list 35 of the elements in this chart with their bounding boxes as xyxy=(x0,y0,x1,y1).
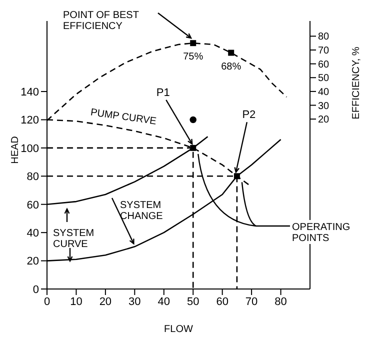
y-tick-label: 100 xyxy=(20,142,39,155)
y2-tick-label: 80 xyxy=(318,32,330,43)
annotation: P1 xyxy=(156,86,170,99)
annotation: POINT OF BEST EFFICIENCY xyxy=(63,10,139,32)
y-axis-title: HEAD xyxy=(10,136,21,164)
annotation: SYSTEM CURVE xyxy=(53,228,94,250)
x-tick-label: 30 xyxy=(128,296,141,308)
y2-tick-label: 30 xyxy=(318,100,330,112)
x-tick-label: 50 xyxy=(186,296,200,308)
y-tick-label: 20 xyxy=(26,256,39,268)
y2-tick-label: 50 xyxy=(318,73,330,84)
x-tick-label: 20 xyxy=(99,296,112,308)
y2-tick-label: 70 xyxy=(318,46,330,57)
data-label: 68% xyxy=(221,61,242,72)
x-tick-label: 40 xyxy=(158,296,170,308)
y-tick-label: 140 xyxy=(20,86,39,98)
x-tick-label: 70 xyxy=(245,296,258,308)
data-label: 75% xyxy=(183,52,204,63)
x-axis-title: FLOW xyxy=(164,324,194,335)
y2-axis-title: EFFICIENCY, % xyxy=(351,46,362,120)
y-tick-label: 120 xyxy=(20,114,39,127)
y2-tick-label: 40 xyxy=(318,87,330,98)
x-tick-label: 10 xyxy=(70,296,82,308)
y-tick-label: 60 xyxy=(26,199,39,212)
annotation: P2 xyxy=(242,109,256,122)
y-tick-label: 80 xyxy=(26,171,39,184)
y-tick-label: 0 xyxy=(32,284,39,296)
x-tick-label: 0 xyxy=(44,296,50,308)
y-tick-label: 40 xyxy=(26,227,39,240)
text: PUMP CURVE xyxy=(90,107,158,128)
y2-tick-label: 60 xyxy=(318,59,330,70)
x-tick-label: 80 xyxy=(274,296,287,308)
x-tick-label: 60 xyxy=(216,296,228,308)
y2-tick-label: 20 xyxy=(318,114,330,126)
annotation: OPERATING POINTS xyxy=(292,222,350,244)
